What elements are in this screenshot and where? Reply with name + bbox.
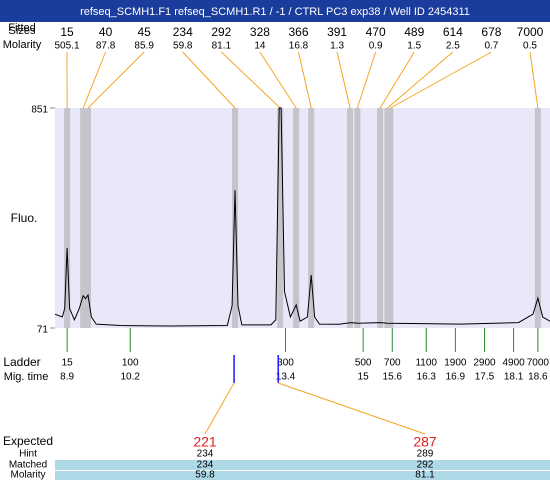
peak-band [232, 108, 239, 328]
peak-band [80, 108, 87, 328]
ladder-size: 100 [122, 358, 139, 369]
peak-molarity: 2.5 [446, 41, 460, 52]
peak-band [534, 108, 541, 328]
peak-molarity: 1.5 [407, 41, 421, 52]
connector [204, 382, 235, 435]
peak-size: 614 [443, 25, 463, 39]
row-label: Mig. time [4, 371, 49, 383]
peak-molarity: 81.1 [212, 41, 232, 52]
connector [356, 51, 377, 109]
peak-size: 391 [327, 25, 347, 39]
header-title: refseq_SCMH1.F1 refseq_SCMH1.R1 / -1 / C… [80, 6, 470, 18]
ladder-time: 15 [358, 372, 370, 383]
peak-molarity: 14 [254, 41, 266, 52]
matched-value: 234 [197, 460, 214, 471]
ladder-time: 8.9 [60, 372, 74, 383]
peak-band [277, 108, 284, 328]
connector [87, 51, 145, 109]
hint-value: 234 [197, 449, 214, 460]
peak-band [354, 108, 361, 328]
peak-molarity: 16.8 [289, 41, 309, 52]
ladder-size: 500 [355, 358, 372, 369]
connector [259, 51, 297, 109]
peak-molarity: 1.3 [330, 41, 344, 52]
peak-band [387, 108, 394, 328]
peak-size: 366 [288, 25, 308, 39]
peak-band [293, 108, 300, 328]
row-label: Sizes [9, 25, 36, 37]
connector [390, 51, 492, 109]
ladder-time: 17.5 [475, 372, 495, 383]
peak-molarity: 0.7 [484, 41, 498, 52]
ladder-size: 7000 [527, 358, 550, 369]
ladder-size: 300 [277, 358, 294, 369]
peak-molarity: 87.8 [96, 41, 116, 52]
row-label: Molarity [10, 470, 45, 480]
molarity-value: 59.8 [195, 470, 215, 480]
header-bar [0, 0, 550, 22]
row-label: Ladder [3, 355, 40, 369]
peak-molarity: 85.9 [134, 41, 154, 52]
plot-area [55, 108, 550, 328]
ladder-time: 13.4 [276, 372, 296, 383]
connector [529, 51, 539, 109]
trace [54, 107, 550, 327]
ladder-time: 18.1 [504, 372, 524, 383]
molarity-value: 81.1 [415, 470, 435, 480]
peak-molarity: 505.1 [54, 41, 79, 52]
ladder-time: 10.2 [120, 372, 140, 383]
y-axis-label: Fluo. [11, 211, 38, 225]
connector [387, 51, 454, 109]
matched-value: 292 [417, 460, 434, 471]
ladder-size: 1900 [444, 358, 467, 369]
peak-molarity: 59.8 [173, 41, 193, 52]
peak-band [377, 108, 384, 328]
peak-size: 292 [211, 25, 231, 39]
peak-band [85, 108, 91, 328]
ladder-size: 4900 [502, 358, 525, 369]
expected-value: 221 [193, 434, 217, 450]
peak-size: 470 [366, 25, 386, 39]
peak-size: 234 [173, 25, 193, 39]
ladder-size: 1100 [415, 358, 437, 369]
row-label: Matched [9, 460, 47, 471]
connector [82, 51, 107, 109]
expected-value: 287 [413, 434, 437, 450]
row-bg [55, 471, 550, 480]
row-label: Fitted [8, 22, 36, 34]
peak-size: 15 [60, 25, 74, 39]
peak-band [347, 108, 354, 328]
ladder-time: 16.9 [446, 372, 466, 383]
peak-band [308, 108, 315, 328]
peak-band [64, 108, 71, 328]
row-label: Molarity [3, 39, 42, 51]
connector [298, 51, 312, 109]
y-tick-label: 71 [37, 325, 49, 336]
peak-size: 7000 [517, 25, 544, 39]
ladder-time: 15.6 [383, 372, 403, 383]
row-label: Expected [3, 434, 53, 448]
row-label: Hint [19, 449, 37, 460]
peak-size: 678 [481, 25, 501, 39]
peak-molarity: 0.5 [523, 41, 537, 52]
hint-value: 289 [417, 449, 434, 460]
row-bg [55, 460, 550, 470]
ladder-size: 700 [384, 358, 401, 369]
peak-size: 45 [137, 25, 151, 39]
connector [379, 51, 415, 109]
ladder-size: 15 [62, 358, 74, 369]
connector [278, 382, 426, 435]
ladder-size: 2900 [473, 358, 496, 369]
ladder-time: 18.6 [528, 372, 548, 383]
connector [336, 51, 351, 109]
connector [182, 51, 236, 109]
y-tick-label: 851 [31, 105, 48, 116]
peak-molarity: 0.9 [369, 41, 383, 52]
ladder-time: 16.3 [417, 372, 437, 383]
peak-size: 328 [250, 25, 270, 39]
connector [220, 51, 281, 109]
peak-size: 40 [99, 25, 113, 39]
peak-size: 489 [404, 25, 424, 39]
